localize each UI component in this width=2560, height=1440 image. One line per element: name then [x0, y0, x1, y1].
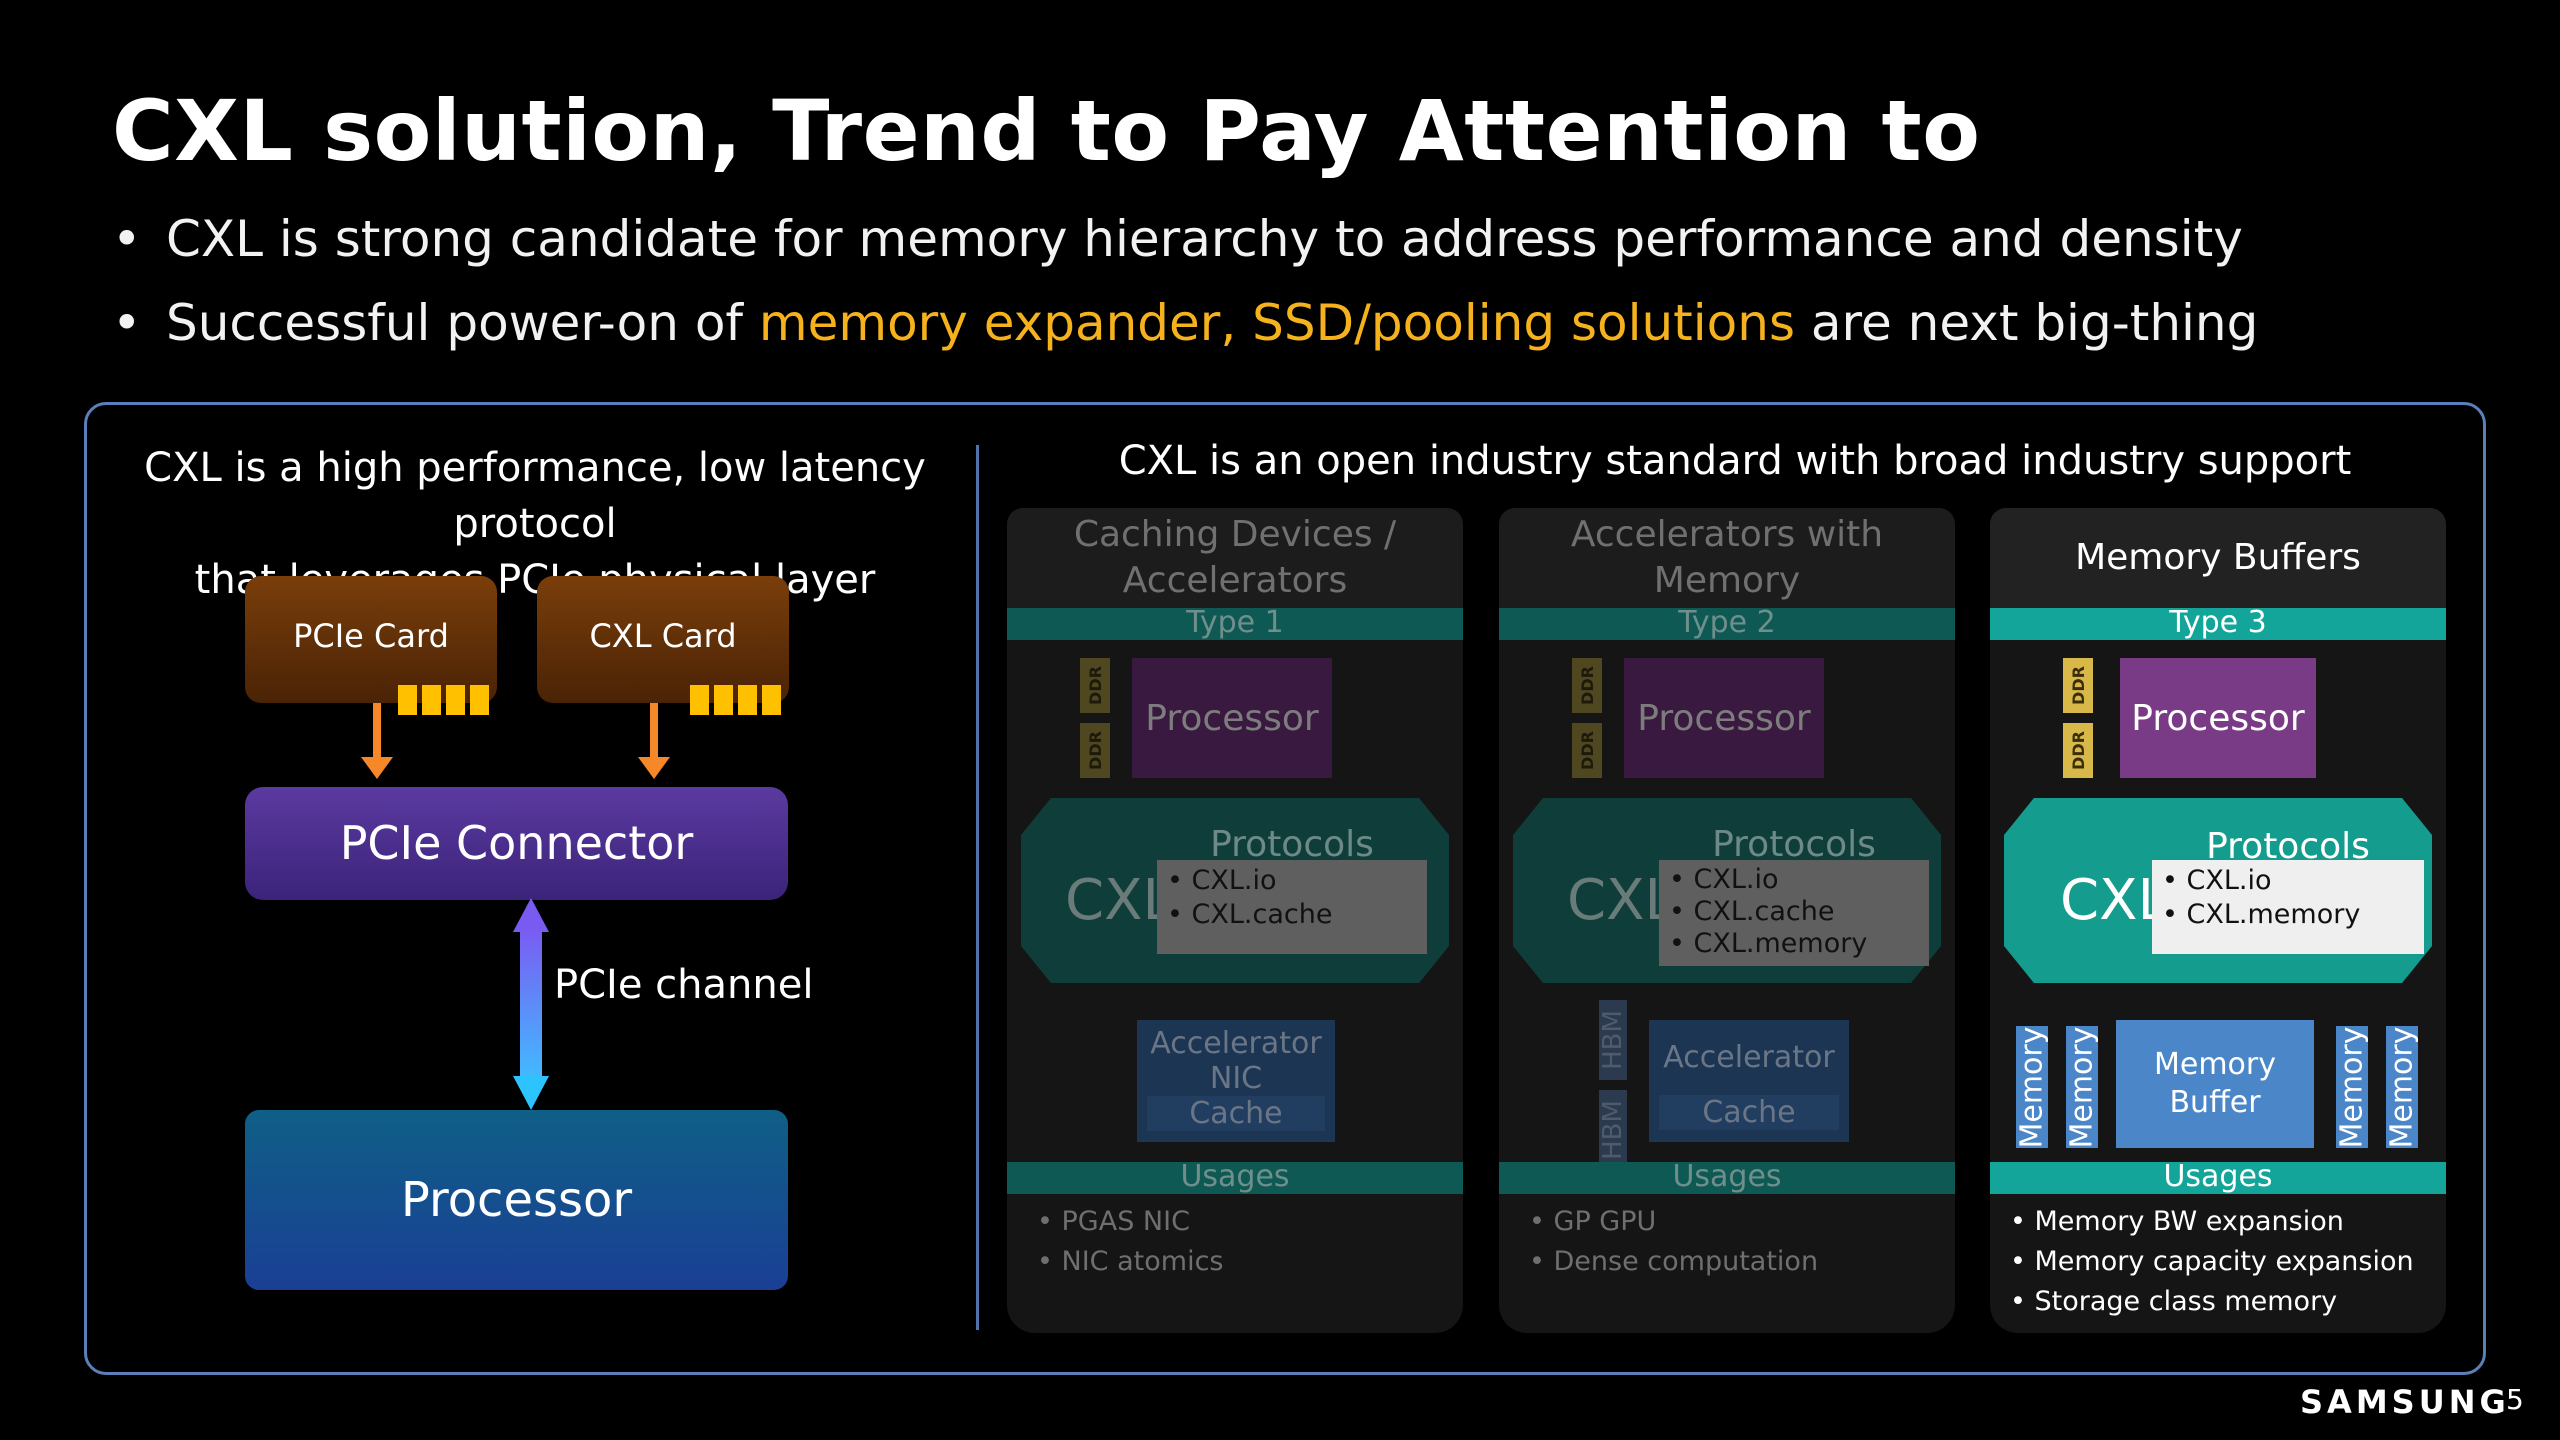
panel-divider — [976, 445, 979, 1330]
type2-hbm-2: HBM — [1598, 1090, 1628, 1170]
type2-cxl-label: CXL — [1567, 868, 1676, 933]
cxl-card-arrow-stem — [650, 703, 658, 759]
bullet-2-text-post: are next big-thing — [1795, 294, 2259, 352]
bullet-1-text: CXL is strong candidate for memory hiera… — [166, 210, 2243, 268]
type3-buffer-line-1: Memory — [2153, 1047, 2276, 1082]
type2-processor: Processor — [1624, 658, 1824, 778]
bullet-1: • CXL is strong candidate for memory hier… — [112, 210, 2243, 268]
right-panel-title: CXL is an open industry standard with br… — [1118, 438, 2352, 484]
left-title-line-1: CXL is a high performance, low latency p… — [144, 445, 926, 547]
type2-accelerator: Accelerator Cache — [1649, 1020, 1849, 1142]
channel-arrow-down — [513, 1076, 549, 1110]
type1-accelerator-label: Accelerator — [1150, 1026, 1322, 1061]
type3-usage-2: • Memory capacity expansion — [2010, 1246, 2414, 1277]
type2-protocols-title: Protocols — [1712, 824, 1876, 865]
channel-arrow-up — [513, 898, 549, 932]
type2-usage-1: • GP GPU — [1529, 1206, 1657, 1237]
type3-column: Memory Buffers Type 3 DDR DDR Processor … — [1990, 508, 2446, 1333]
type1-cache: Cache — [1147, 1096, 1325, 1131]
type1-usages-bar: Usages — [1007, 1162, 1463, 1194]
type2-header: Accelerators with Memory — [1499, 508, 1955, 608]
type1-protocols-title: Protocols — [1210, 824, 1374, 865]
type2-protocol-1: • CXL.io — [1669, 864, 1779, 895]
type3-ddr-1: DDR — [2063, 658, 2093, 713]
type1-processor: Processor — [1132, 658, 1332, 778]
type1-ddr-1: DDR — [1080, 658, 1110, 713]
type2-usages-list: • GP GPU • Dense computation — [1529, 1202, 1818, 1282]
type3-memory-buffer: Memory Buffer — [2116, 1020, 2314, 1148]
type3-type-bar: Type 3 — [1990, 608, 2446, 640]
page-number: 5 — [2506, 1383, 2524, 1416]
type2-column: Accelerators with Memory Type 2 DDR DDR … — [1499, 508, 1955, 1333]
type1-type-bar: Type 1 — [1007, 608, 1463, 640]
type1-usage-1: • PGAS NIC — [1037, 1206, 1190, 1237]
type1-protocol-1: • CXL.io — [1167, 865, 1277, 896]
type1-protocol-2: • CXL.cache — [1167, 899, 1333, 930]
pcie-card-arrow-head — [361, 757, 393, 779]
type1-header: Caching Devices / Accelerators — [1007, 508, 1463, 608]
type2-usages-bar: Usages — [1499, 1162, 1955, 1194]
pcie-card-label: PCIe Card — [293, 617, 449, 655]
bullet-dot: • — [112, 210, 142, 268]
cxl-card-arrow-head — [638, 757, 670, 779]
pcie-channel-label: PCIe channel — [554, 962, 814, 1008]
pcie-card-arrow-stem — [373, 703, 381, 759]
type2-protocols-box: • CXL.io • CXL.cache • CXL.memory — [1659, 860, 1929, 966]
type3-protocol-1: • CXL.io — [2162, 865, 2272, 896]
bullet-2-text-pre: Successful power-on of — [166, 294, 759, 352]
bullet-2: • Successful power-on of memory expander,… — [112, 294, 2258, 352]
type3-buffer-line-2: Buffer — [2169, 1085, 2261, 1120]
type1-usage-2: • NIC atomics — [1037, 1246, 1224, 1277]
bullet-dot: • — [112, 294, 142, 352]
pcie-card: PCIe Card — [245, 576, 497, 703]
type1-cxl-label: CXL — [1065, 868, 1174, 933]
type2-protocol-2: • CXL.cache — [1669, 896, 1835, 927]
type3-usages-list: • Memory BW expansion • Memory capacity … — [2010, 1202, 2414, 1322]
type3-processor: Processor — [2120, 658, 2316, 778]
type3-memory-2: Memory — [2064, 1025, 2100, 1149]
type1-protocols-box: • CXL.io • CXL.cache — [1157, 860, 1427, 954]
type2-protocol-3: • CXL.memory — [1669, 928, 1868, 959]
channel-arrow-stem — [520, 928, 542, 1088]
type3-header: Memory Buffers — [1990, 508, 2446, 608]
type1-accelerator: Accelerator NIC Cache — [1137, 1020, 1335, 1142]
type3-usage-1: • Memory BW expansion — [2010, 1206, 2344, 1237]
type1-accelerator-sub: NIC — [1209, 1061, 1263, 1096]
type2-usage-2: • Dense computation — [1529, 1246, 1819, 1277]
type3-usages-bar: Usages — [1990, 1162, 2446, 1194]
type1-usages-list: • PGAS NIC • NIC atomics — [1037, 1202, 1223, 1282]
type3-protocol-2: • CXL.memory — [2162, 899, 2361, 930]
type2-cache: Cache — [1659, 1095, 1839, 1130]
slide-title: CXL solution, Trend to Pay Attention to — [112, 82, 1981, 180]
content-panel — [84, 402, 2486, 1375]
type1-column: Caching Devices / Accelerators Type 1 DD… — [1007, 508, 1463, 1333]
cxl-card-pins — [690, 685, 781, 715]
type3-memory-1: Memory — [2014, 1025, 2050, 1149]
type2-hbm-1: HBM — [1598, 1000, 1628, 1080]
type3-usage-3: • Storage class memory — [2010, 1286, 2338, 1317]
cxl-card-label: CXL Card — [589, 617, 737, 655]
host-processor: Processor — [245, 1110, 788, 1290]
cxl-card: CXL Card — [537, 576, 789, 703]
type1-ddr-2: DDR — [1080, 723, 1110, 778]
samsung-logo: SAMSUNG — [2300, 1383, 2510, 1421]
type3-protocols-box: • CXL.io • CXL.memory — [2152, 860, 2424, 954]
pcie-connector: PCIe Connector — [245, 787, 788, 900]
type3-ddr-2: DDR — [2063, 723, 2093, 778]
type2-ddr-2: DDR — [1572, 723, 1602, 778]
pcie-card-pins — [398, 685, 489, 715]
type2-accelerator-label: Accelerator — [1663, 1040, 1835, 1075]
type3-memory-4: Memory — [2384, 1025, 2420, 1149]
type3-memory-3: Memory — [2334, 1025, 2370, 1149]
type2-type-bar: Type 2 — [1499, 608, 1955, 640]
bullet-2-highlight: memory expander, SSD/pooling solutions — [758, 294, 1796, 352]
type3-cxl-label: CXL — [2060, 868, 2169, 933]
type2-ddr-1: DDR — [1572, 658, 1602, 713]
